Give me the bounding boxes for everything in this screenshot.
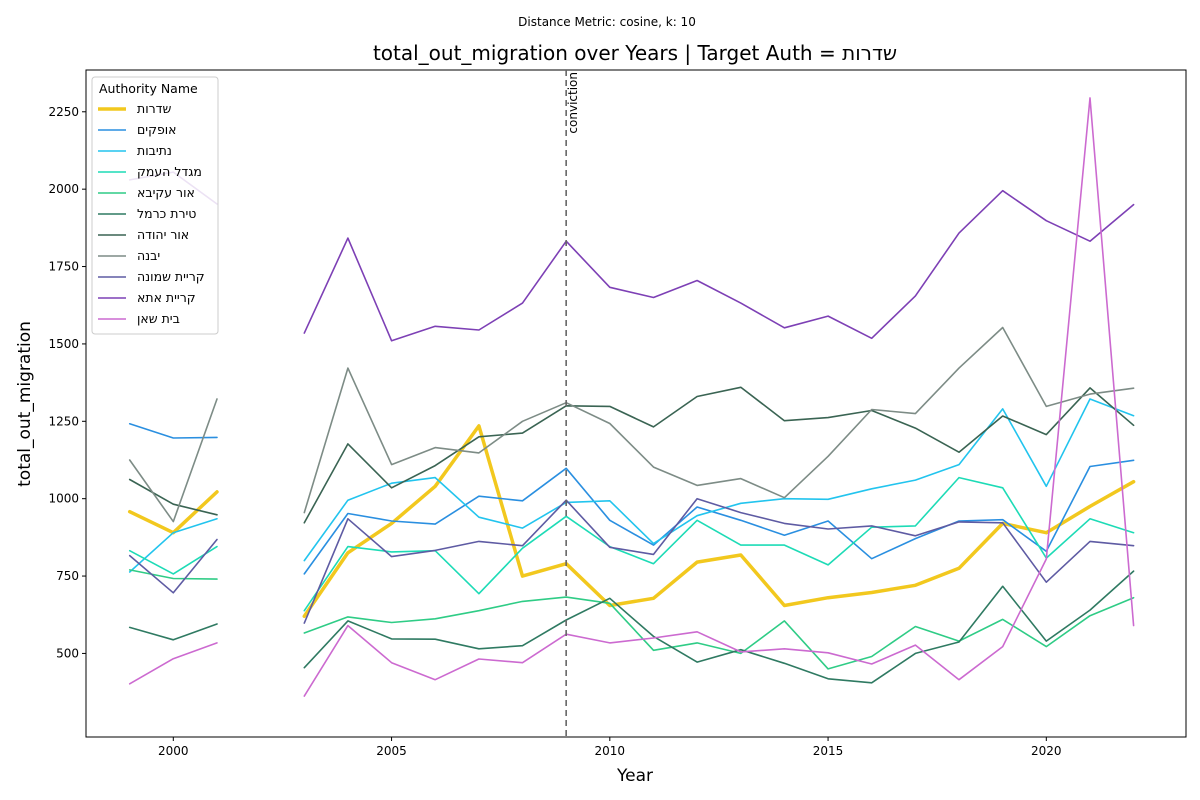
y-axis-label: total_out_migration [15,321,35,487]
series-line [128,478,218,516]
series-line [303,459,1135,575]
series-line [128,545,218,575]
y-tick-label: 1250 [48,414,79,428]
series-line [303,570,1135,684]
y-tick-label: 1000 [48,492,79,506]
y-tick-label: 2000 [48,182,79,196]
series-line [303,189,1135,342]
x-tick-label: 2010 [595,744,626,758]
legend-entry: שדרות [137,101,172,116]
series-line [128,623,218,641]
series-line [303,97,1135,697]
series-line [303,497,1135,624]
x-tick-label: 2015 [813,744,844,758]
legend-entry: נתיבות [137,143,172,158]
legend-entry: טירת כרמל [137,206,196,221]
legend-entry: אור עקיבא [137,185,195,200]
x-axis-label: Year [616,766,653,786]
series-line [302,424,1136,619]
plot-area: 2000 2005 2010 2015 2020 500 750 1000 1250 1500 17… [48,69,1187,758]
series-line [128,538,218,594]
chart-title: total_out_migration over Years | Target … [373,41,897,65]
y-tick-label: 2250 [48,105,79,119]
series-line [303,398,1135,562]
legend-entry: יבנה [137,248,160,263]
y-tick-label: 500 [56,646,79,660]
series-5 [128,570,1135,684]
legend: Authority Name שדרות אופקים נתיבות מגדל העמק… [91,76,219,335]
series-line [128,398,218,523]
conviction-label: conviction [566,72,580,134]
series-10 [128,97,1135,697]
legend-box [91,76,219,335]
series-9 [128,171,1135,342]
series-line [303,476,1135,612]
series-line [128,569,218,580]
series-7 [128,326,1135,523]
legend-entry: מגדל העמק [137,164,202,179]
series-line [303,596,1135,670]
legend-entry: קריית שמונה [137,269,205,284]
y-tick-label: 1500 [48,337,79,351]
legend-entry: בית שאן [137,311,180,326]
series-6 [128,386,1135,524]
series-line [128,642,218,685]
legend-title: Authority Name [99,81,198,96]
series-line [303,326,1135,514]
legend-entry: קריית אתא [137,290,196,305]
plot-frame [85,69,1187,738]
x-tick-label: 2020 [1031,744,1062,758]
legend-entry: אופקים [137,122,177,137]
series-4 [128,569,1135,670]
x-tick-label: 2005 [376,744,407,758]
legend-entry: אור יהודה [137,227,189,242]
x-tick-label: 2000 [158,744,189,758]
series-line [128,517,218,573]
y-tick-label: 750 [56,569,79,583]
series-3 [128,476,1135,612]
series-line [303,386,1135,524]
y-tick-label: 1750 [48,260,79,274]
series-8 [128,497,1135,624]
chart-suptitle: Distance Metric: cosine, k: 10 [518,15,696,29]
